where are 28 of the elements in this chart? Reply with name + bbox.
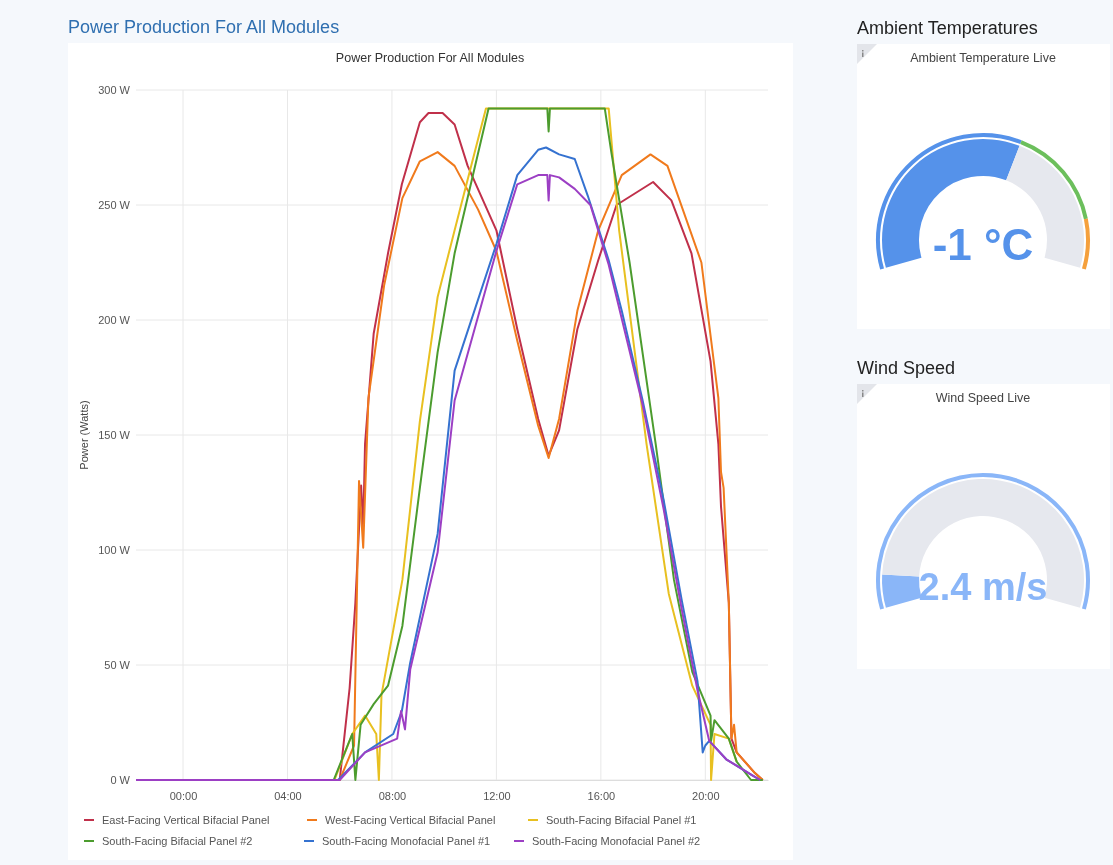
chart-subtitle: Power Production For All Modules	[335, 51, 525, 65]
legend-label: South-Facing Monofacial Panel #1	[322, 835, 491, 847]
y-tick-label: 0 W	[110, 774, 131, 787]
legend-label: South-Facing Bifacial Panel #2	[102, 835, 253, 847]
x-tick-label: 08:00	[378, 789, 407, 802]
y-tick-label: 200 W	[98, 314, 131, 327]
x-tick-label: 04:00	[274, 789, 302, 802]
legend-label: East-Facing Vertical Bifacial Panel	[102, 814, 270, 826]
x-tick-label: 20:00	[692, 789, 720, 802]
x-tick-label: 16:00	[587, 789, 616, 802]
legend-label: South-Facing Monofacial Panel #2	[532, 835, 701, 847]
y-axis-title: Power (Watts)	[78, 400, 90, 470]
y-tick-label: 150 W	[98, 429, 131, 442]
y-tick-label: 250 W	[98, 199, 131, 212]
chart-subtitle: Ambient Temperature Live	[910, 51, 1056, 65]
y-tick-label: 300 W	[98, 84, 131, 97]
chart-title: Power Production For All Modules	[68, 17, 340, 37]
x-tick-label: 00:00	[169, 789, 198, 802]
chart-title: Ambient Temperatures	[857, 18, 1038, 38]
legend-label: South-Facing Bifacial Panel #1	[546, 814, 697, 826]
text: 2.4 m/s	[918, 566, 1048, 608]
y-tick-label: 50 W	[104, 659, 131, 672]
legend-label: West-Facing Vertical Bifacial Panel	[325, 814, 496, 826]
x-tick-label: 12:00	[483, 789, 511, 802]
text: -1 °C	[932, 220, 1034, 269]
chart-title: Wind Speed	[857, 358, 956, 378]
y-tick-label: 100 W	[98, 544, 131, 557]
chart-subtitle: Wind Speed Live	[935, 391, 1031, 405]
